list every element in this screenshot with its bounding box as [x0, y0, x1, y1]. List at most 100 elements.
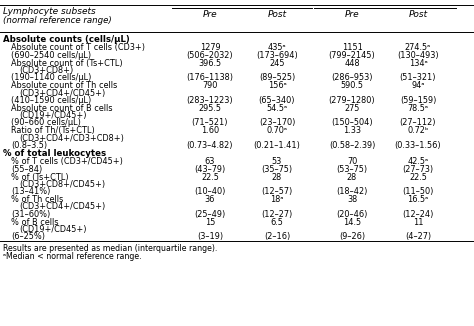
Text: 38: 38 [347, 195, 357, 204]
Text: 14.5: 14.5 [343, 218, 361, 227]
Text: (12–57): (12–57) [261, 187, 292, 196]
Text: % of total leukocytes: % of total leukocytes [3, 149, 106, 158]
Text: (190–1140 cells/μL): (190–1140 cells/μL) [11, 73, 91, 82]
Text: (130–493): (130–493) [397, 51, 439, 60]
Text: (23–170): (23–170) [259, 118, 295, 127]
Text: (150–504): (150–504) [331, 118, 373, 127]
Text: (9–26): (9–26) [339, 232, 365, 241]
Text: (90–660 cells/μL): (90–660 cells/μL) [11, 118, 81, 127]
Text: 70: 70 [347, 156, 357, 166]
Text: (18–42): (18–42) [337, 187, 368, 196]
Text: 245: 245 [269, 59, 285, 68]
Text: 590.5: 590.5 [340, 81, 364, 90]
Text: 396.5: 396.5 [199, 59, 221, 68]
Text: 1279: 1279 [200, 43, 220, 52]
Text: 6.5: 6.5 [271, 218, 283, 227]
Text: 18ᵃ: 18ᵃ [270, 195, 284, 204]
Text: (CD3+CD8+): (CD3+CD8+) [19, 66, 73, 75]
Text: (normal reference range): (normal reference range) [3, 16, 112, 25]
Text: Absolute count of T cells (CD3+): Absolute count of T cells (CD3+) [11, 43, 145, 52]
Text: Absolute count of Th cells: Absolute count of Th cells [11, 81, 117, 90]
Text: (43–79): (43–79) [194, 165, 226, 174]
Text: (3–19): (3–19) [197, 232, 223, 241]
Text: 134ᵃ: 134ᵃ [409, 59, 428, 68]
Text: (55–84): (55–84) [11, 165, 42, 174]
Text: Pre: Pre [203, 10, 217, 19]
Text: 295.5: 295.5 [199, 104, 221, 113]
Text: 53: 53 [272, 156, 282, 166]
Text: (690–2540 cells/μL): (690–2540 cells/μL) [11, 51, 91, 60]
Text: 1.60: 1.60 [201, 126, 219, 135]
Text: 1151: 1151 [342, 43, 363, 52]
Text: 11: 11 [413, 218, 423, 227]
Text: % of T cells (CD3+/CD45+): % of T cells (CD3+/CD45+) [11, 156, 123, 166]
Text: 0.70ᵃ: 0.70ᵃ [266, 126, 288, 135]
Text: (35–75): (35–75) [262, 165, 292, 174]
Text: (27–73): (27–73) [402, 165, 434, 174]
Text: (12–24): (12–24) [402, 210, 434, 219]
Text: (279–1280): (279–1280) [328, 96, 375, 105]
Text: Post: Post [409, 10, 428, 19]
Text: 790: 790 [202, 81, 218, 90]
Text: 448: 448 [344, 59, 360, 68]
Text: (CD3+CD4+/CD3+CD8+): (CD3+CD4+/CD3+CD8+) [19, 134, 124, 142]
Text: (506–2032): (506–2032) [187, 51, 233, 60]
Text: (176–1138): (176–1138) [186, 73, 234, 82]
Text: (53–75): (53–75) [337, 165, 367, 174]
Text: (51–321): (51–321) [400, 73, 436, 82]
Text: Post: Post [267, 10, 287, 19]
Text: Results are presented as median (interquartile range).: Results are presented as median (interqu… [3, 244, 218, 253]
Text: Absolute count of (Ts+CTL): Absolute count of (Ts+CTL) [11, 59, 123, 68]
Text: (59–159): (59–159) [400, 96, 436, 105]
Text: (410–1590 cells/μL): (410–1590 cells/μL) [11, 96, 91, 105]
Text: (6–25%): (6–25%) [11, 232, 45, 241]
Text: (283–1223): (283–1223) [187, 96, 233, 105]
Text: (10–40): (10–40) [194, 187, 226, 196]
Text: (89–525): (89–525) [259, 73, 295, 82]
Text: ᵃMedian < normal reference range.: ᵃMedian < normal reference range. [3, 252, 142, 261]
Text: % of B cells: % of B cells [11, 218, 58, 227]
Text: % of Th cells: % of Th cells [11, 195, 63, 204]
Text: 275: 275 [344, 104, 360, 113]
Text: (27–112): (27–112) [400, 118, 436, 127]
Text: 54.5ᵃ: 54.5ᵃ [266, 104, 288, 113]
Text: 15: 15 [205, 218, 215, 227]
Text: 435ᵃ: 435ᵃ [268, 43, 286, 52]
Text: 63: 63 [205, 156, 215, 166]
Text: (CD19+/CD45+): (CD19+/CD45+) [19, 111, 86, 120]
Text: (71–521): (71–521) [192, 118, 228, 127]
Text: Absolute count of B cells: Absolute count of B cells [11, 104, 112, 113]
Text: (286–953): (286–953) [331, 73, 373, 82]
Text: (31–60%): (31–60%) [11, 210, 50, 219]
Text: (0.8–3.5): (0.8–3.5) [11, 141, 47, 150]
Text: (0.21–1.41): (0.21–1.41) [254, 141, 301, 150]
Text: Ratio of Th/(Ts+CTL): Ratio of Th/(Ts+CTL) [11, 126, 95, 135]
Text: (12–27): (12–27) [261, 210, 292, 219]
Text: (0.58–2.39): (0.58–2.39) [329, 141, 375, 150]
Text: 36: 36 [205, 195, 215, 204]
Text: 22.5: 22.5 [201, 173, 219, 182]
Text: (4–27): (4–27) [405, 232, 431, 241]
Text: Pre: Pre [345, 10, 359, 19]
Text: 16.5ᵃ: 16.5ᵃ [407, 195, 428, 204]
Text: % of (Ts+CTL): % of (Ts+CTL) [11, 173, 69, 182]
Text: 274.5ᵃ: 274.5ᵃ [405, 43, 431, 52]
Text: 0.72ᵇ: 0.72ᵇ [407, 126, 428, 135]
Text: (25–49): (25–49) [194, 210, 226, 219]
Text: 156ᵃ: 156ᵃ [268, 81, 286, 90]
Text: (CD3+CD8+/CD45+): (CD3+CD8+/CD45+) [19, 180, 105, 189]
Text: 28: 28 [272, 173, 282, 182]
Text: 42.5ᵃ: 42.5ᵃ [408, 156, 428, 166]
Text: Lymphocyte subsets: Lymphocyte subsets [3, 7, 96, 16]
Text: (799–2145): (799–2145) [328, 51, 375, 60]
Text: 1.33: 1.33 [343, 126, 361, 135]
Text: (CD19+/CD45+): (CD19+/CD45+) [19, 225, 86, 234]
Text: (0.33–1.56): (0.33–1.56) [395, 141, 441, 150]
Text: (2–16): (2–16) [264, 232, 290, 241]
Text: 78.5ᵃ: 78.5ᵃ [408, 104, 428, 113]
Text: (CD3+CD4+/CD45+): (CD3+CD4+/CD45+) [19, 202, 105, 212]
Text: (65–340): (65–340) [259, 96, 295, 105]
Text: 28: 28 [347, 173, 357, 182]
Text: 22.5: 22.5 [409, 173, 427, 182]
Text: (0.73–4.82): (0.73–4.82) [187, 141, 233, 150]
